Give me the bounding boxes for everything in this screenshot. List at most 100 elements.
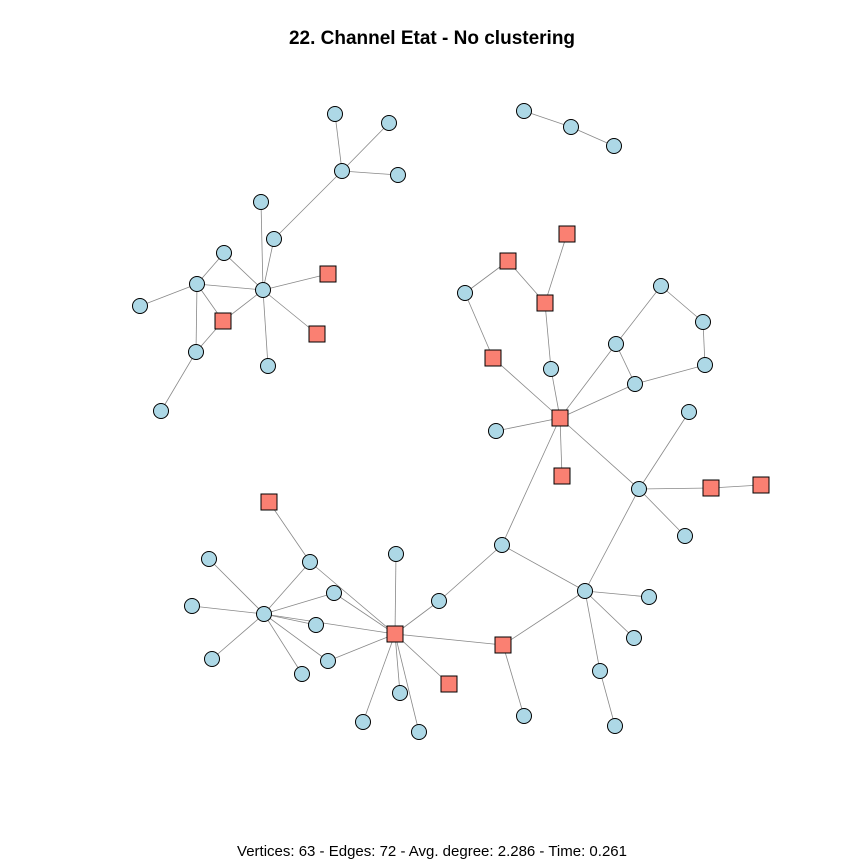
graph-edge xyxy=(638,488,686,537)
graph-edge xyxy=(263,592,335,615)
graph-edge xyxy=(160,351,197,412)
graph-edge xyxy=(492,357,561,419)
square-node xyxy=(558,225,576,243)
graph-edge xyxy=(268,501,311,563)
circle-node xyxy=(563,119,579,135)
graph-edge xyxy=(341,170,399,176)
graph-edge xyxy=(584,590,635,639)
circle-node xyxy=(592,663,608,679)
circle-node xyxy=(608,336,624,352)
square-node xyxy=(702,479,720,497)
graph-edge xyxy=(438,544,503,602)
graph-edge xyxy=(559,417,563,477)
circle-node xyxy=(494,537,510,553)
circle-node xyxy=(216,245,232,261)
graph-edge xyxy=(263,613,303,675)
graph-edge xyxy=(195,283,198,353)
circle-node xyxy=(294,666,310,682)
circle-node xyxy=(411,724,427,740)
circle-node xyxy=(260,358,276,374)
graph-edge xyxy=(262,238,275,291)
graph-edge xyxy=(263,613,329,662)
circle-node xyxy=(516,708,532,724)
circle-node xyxy=(627,376,643,392)
graph-edge xyxy=(501,544,586,592)
graph-edge xyxy=(502,590,586,646)
circle-node xyxy=(188,344,204,360)
circle-node xyxy=(326,585,342,601)
circle-node xyxy=(606,138,622,154)
circle-node xyxy=(677,528,693,544)
square-node xyxy=(553,467,571,485)
circle-node xyxy=(390,167,406,183)
graph-edge xyxy=(327,633,396,662)
graph-edge xyxy=(638,487,712,490)
graph-edge xyxy=(599,670,616,727)
graph-edge xyxy=(211,613,265,660)
circle-node xyxy=(488,423,504,439)
square-node xyxy=(319,265,337,283)
circle-node xyxy=(631,481,647,497)
graph-edge xyxy=(559,417,640,490)
circle-node xyxy=(681,404,697,420)
graph-edge xyxy=(273,170,343,240)
circle-node xyxy=(308,617,324,633)
graph-edge xyxy=(559,343,617,419)
graph-edge xyxy=(559,383,636,419)
edges-group xyxy=(139,110,762,733)
graph-edge xyxy=(615,285,662,345)
graph-edge xyxy=(495,417,561,432)
circle-node xyxy=(626,630,642,646)
circle-node xyxy=(256,606,272,622)
graph-edge xyxy=(502,644,525,717)
graph-edge xyxy=(584,590,601,672)
circle-node xyxy=(577,583,593,599)
graph-edge xyxy=(660,285,704,323)
circle-node xyxy=(355,714,371,730)
square-node xyxy=(752,476,770,494)
graph-edge xyxy=(544,233,568,304)
graph-edge xyxy=(638,411,690,490)
circle-node xyxy=(457,285,473,301)
graph-edge xyxy=(196,283,264,291)
circle-node xyxy=(653,278,669,294)
graph-edge xyxy=(341,122,390,172)
graph-edge xyxy=(523,110,572,128)
square-node xyxy=(499,252,517,270)
square-node xyxy=(260,493,278,511)
graph-edge xyxy=(223,252,264,291)
square-node xyxy=(484,349,502,367)
graph-edge xyxy=(584,488,640,592)
graph-edge xyxy=(584,590,650,598)
circle-node xyxy=(381,115,397,131)
circle-node xyxy=(516,103,532,119)
graph-edge xyxy=(263,613,317,626)
graph-edge xyxy=(334,113,343,172)
circle-node xyxy=(255,282,271,298)
circle-node xyxy=(253,194,269,210)
graph-edge xyxy=(191,605,265,615)
circle-node xyxy=(392,685,408,701)
graph-edge xyxy=(501,417,561,546)
graph-edge xyxy=(309,561,396,635)
graph-edge xyxy=(208,558,265,615)
circle-node xyxy=(132,298,148,314)
circle-node xyxy=(697,357,713,373)
circle-node xyxy=(327,106,343,122)
circle-node xyxy=(153,403,169,419)
graph-edge xyxy=(260,201,264,291)
graph-stats: Vertices: 63 - Edges: 72 - Avg. degree: … xyxy=(237,843,627,860)
circle-node xyxy=(388,546,404,562)
square-node xyxy=(308,325,326,343)
circle-node xyxy=(695,314,711,330)
graph-title: 22. Channel Etat - No clustering xyxy=(288,28,576,49)
graph-edge xyxy=(394,553,397,635)
graph-edge xyxy=(139,283,198,307)
circle-node xyxy=(641,589,657,605)
square-node xyxy=(214,312,232,330)
circle-node xyxy=(204,651,220,667)
circle-node xyxy=(201,551,217,567)
graph-edge xyxy=(544,302,552,370)
graph-edge xyxy=(394,633,420,733)
graph-edge xyxy=(262,289,269,367)
